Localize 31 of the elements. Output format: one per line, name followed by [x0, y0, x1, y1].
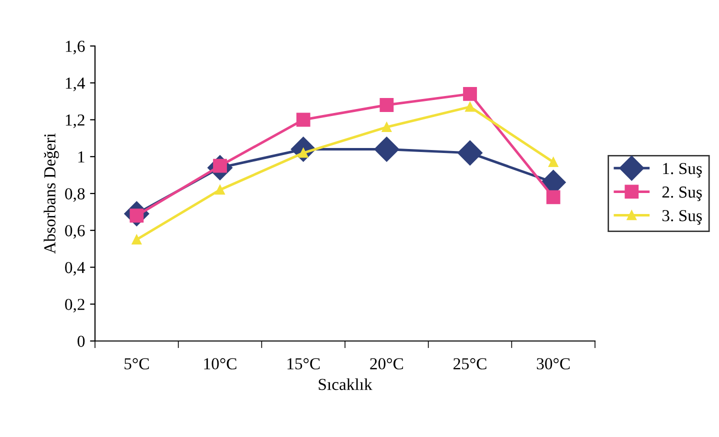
- x-axis-title: Sıcaklık: [318, 378, 372, 390]
- point: [548, 157, 558, 168]
- point: [465, 102, 475, 112]
- y-tick-label: 0: [78, 336, 85, 347]
- x-tick-label: 30°C: [536, 358, 570, 370]
- point: [132, 234, 142, 244]
- point: [296, 112, 310, 127]
- legend-label: 3. Suş: [662, 210, 702, 225]
- y-tick-label: 1,2: [66, 114, 84, 128]
- x-tick-label: 5°C: [124, 358, 149, 370]
- point: [458, 140, 482, 166]
- y-tick-label: 0,6: [65, 225, 85, 239]
- x-tick-label: 20°C: [370, 358, 403, 370]
- point: [463, 86, 477, 101]
- y-tick-label: 1,4: [66, 78, 86, 92]
- y-tick-label: 1,6: [66, 40, 85, 54]
- legend-label: 2. Suş: [662, 186, 702, 202]
- y-tick-label: 0,8: [65, 188, 85, 202]
- x-tick-label: 10°C: [204, 358, 236, 370]
- point: [374, 136, 400, 162]
- point: [215, 184, 225, 195]
- x-tick-label: 25°C: [454, 358, 486, 370]
- point: [382, 122, 392, 132]
- y-tick-label: 0,2: [65, 298, 84, 312]
- y-tick-label: 1: [78, 151, 84, 162]
- point: [546, 190, 560, 204]
- y-tick-label: 0,4: [65, 262, 86, 276]
- x-tick-label: 15°C: [288, 358, 320, 370]
- legend-label: 1. Suş: [663, 162, 702, 178]
- y-axis-title: Absorbans Değeri: [44, 133, 59, 254]
- point: [380, 98, 394, 112]
